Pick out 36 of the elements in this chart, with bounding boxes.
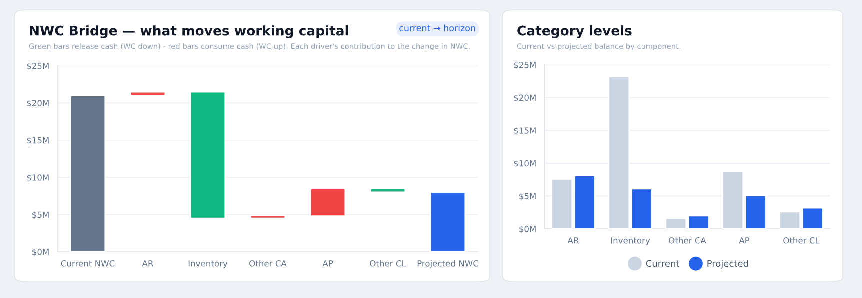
x-tick-label: AR [568,238,580,244]
x-tick-label: Other CA [250,260,287,267]
bar [130,91,166,96]
x-tick-label: Inventory [188,260,228,268]
bar [70,95,106,252]
y-tick-label: $5M [520,193,536,201]
y-tick-label: $0M [32,248,49,256]
y-tick-label: $0M [520,226,536,234]
y-tick-label: $5M [32,212,49,220]
x-tick-label: AP [322,260,334,267]
x-tick-label: Other CA [669,237,706,244]
y-tick-label: $10M [514,160,536,168]
y-tick-label: $25M [27,62,49,70]
bar [370,188,406,194]
text: current → horizon [400,24,476,32]
x-tick-label: AR [142,260,154,267]
x-tick-label: Projected NWC [418,260,478,268]
bar [250,214,286,220]
x-tick-label: Current NWC [61,260,115,267]
chart-title: Category levels [518,26,632,38]
y-tick-label: $15M [27,137,49,145]
chart-title: NWC Bridge — what moves working capital [30,26,348,38]
bar [310,188,346,217]
y-tick-label: $10M [27,174,49,182]
x-tick-label: Other CL [784,237,820,244]
legend-label: Projected [708,260,748,269]
bar [430,192,466,252]
y-tick-label: $20M [27,100,49,108]
legend-label: Current [646,260,680,268]
y-tick-label: $25M [514,62,536,70]
bar [190,91,226,220]
x-tick-label: Inventory [611,238,650,246]
x-tick-label: AP [739,238,750,244]
y-tick-label: $15M [514,127,536,135]
y-tick-label: $20M [514,94,536,102]
x-tick-label: Other CL [370,260,406,267]
